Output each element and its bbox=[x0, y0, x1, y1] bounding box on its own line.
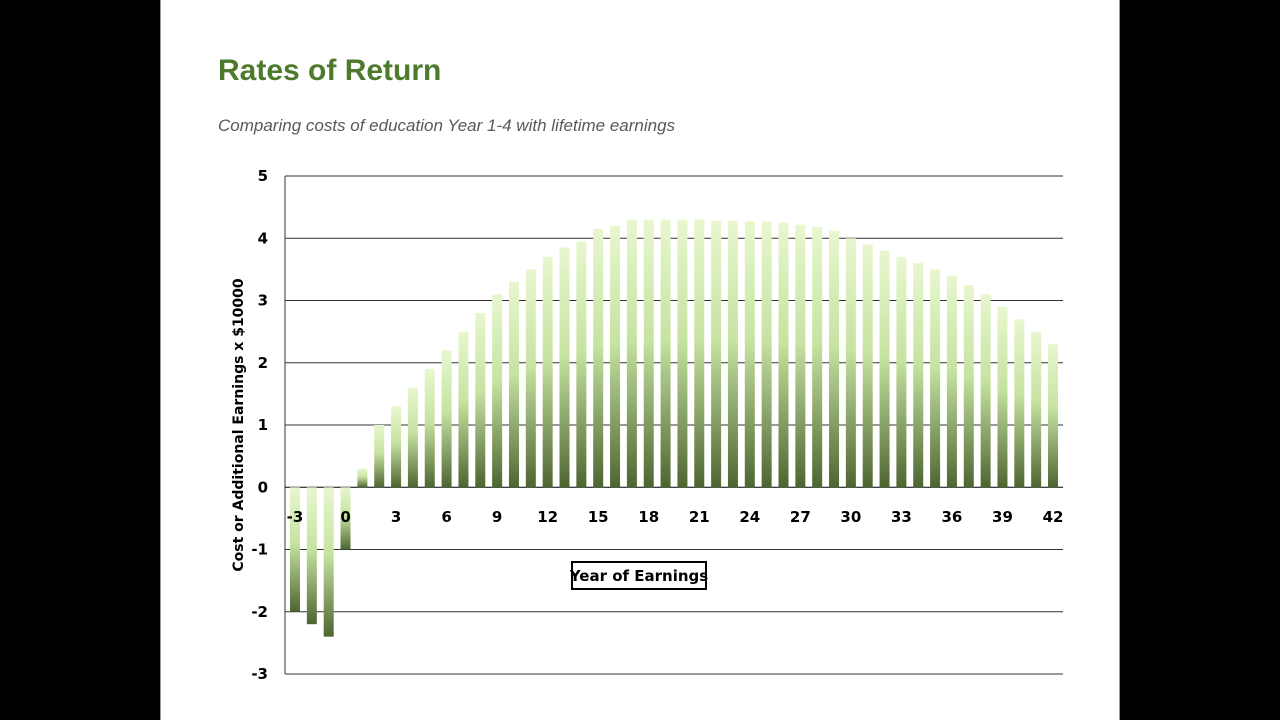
y-tick-label: -2 bbox=[251, 603, 268, 621]
x-tick-label: 15 bbox=[588, 508, 609, 526]
y-tick-label: 3 bbox=[258, 292, 268, 310]
bar bbox=[441, 350, 452, 488]
bar-series bbox=[290, 219, 1058, 637]
y-axis-label: Cost or Additional Earnings x $10000 bbox=[231, 278, 247, 572]
bar bbox=[946, 275, 957, 488]
x-tick-label: 9 bbox=[492, 508, 502, 526]
bar bbox=[879, 250, 890, 488]
y-tick-label: 0 bbox=[258, 478, 268, 496]
x-tick-label: 3 bbox=[391, 508, 401, 526]
bar bbox=[660, 219, 671, 488]
bar bbox=[323, 487, 334, 637]
bar bbox=[930, 269, 941, 488]
bar bbox=[778, 222, 789, 488]
bar bbox=[508, 281, 519, 488]
bar bbox=[980, 294, 991, 488]
bar bbox=[694, 219, 705, 488]
x-tick-label: 42 bbox=[1043, 508, 1064, 526]
x-tick-label: 27 bbox=[790, 508, 811, 526]
x-tick-label: 33 bbox=[891, 508, 912, 526]
x-axis-label-box: Year of Earnings bbox=[569, 561, 708, 590]
y-tick-label: 4 bbox=[258, 229, 268, 247]
slide-subtitle: Comparing costs of education Year 1-4 wi… bbox=[218, 116, 676, 135]
bar bbox=[643, 219, 654, 488]
bar bbox=[845, 238, 856, 488]
slide-title: Rates of Return bbox=[218, 54, 442, 87]
bar bbox=[407, 387, 418, 488]
x-tick-label: -3 bbox=[287, 508, 304, 526]
bar bbox=[525, 269, 536, 488]
bar bbox=[1048, 344, 1058, 488]
bar bbox=[963, 284, 974, 488]
bar bbox=[391, 406, 402, 488]
bar bbox=[711, 220, 722, 488]
bar bbox=[458, 331, 469, 488]
y-axis-ticks: -3 -2 -1 0 1 2 3 4 5 bbox=[251, 167, 268, 683]
bar bbox=[913, 263, 924, 488]
x-axis-ticks: -3 0 3 6 9 12 15 18 21 24 27 30 33 36 39 42 bbox=[287, 508, 1064, 526]
x-tick-label: 12 bbox=[537, 508, 558, 526]
bar bbox=[492, 294, 503, 488]
y-tick-label: 2 bbox=[258, 354, 268, 372]
bar bbox=[862, 244, 873, 488]
bar bbox=[374, 425, 385, 488]
bar bbox=[593, 228, 604, 488]
bar bbox=[677, 219, 688, 488]
x-tick-label: 24 bbox=[739, 508, 760, 526]
bar bbox=[727, 220, 738, 488]
bar bbox=[559, 247, 570, 488]
bar bbox=[340, 487, 351, 550]
bar bbox=[542, 256, 553, 488]
bar bbox=[997, 306, 1008, 488]
bar bbox=[306, 487, 317, 625]
y-tick-label: -3 bbox=[251, 665, 268, 683]
x-tick-label: 30 bbox=[840, 508, 861, 526]
bar bbox=[795, 224, 806, 488]
x-tick-label: 36 bbox=[941, 508, 962, 526]
x-tick-label: 6 bbox=[441, 508, 451, 526]
gridlines bbox=[284, 175, 1063, 675]
bar bbox=[290, 487, 300, 612]
bar bbox=[812, 227, 823, 488]
y-tick-label: 1 bbox=[258, 416, 268, 434]
bar bbox=[761, 221, 772, 488]
bar bbox=[610, 225, 621, 488]
bar bbox=[744, 221, 755, 488]
bar bbox=[576, 241, 587, 488]
bar bbox=[896, 256, 907, 488]
x-axis-label: Year of Earnings bbox=[569, 567, 708, 585]
bar bbox=[626, 219, 637, 488]
x-tick-label: 0 bbox=[340, 508, 350, 526]
x-tick-label: 18 bbox=[638, 508, 659, 526]
y-tick-label: 5 bbox=[258, 167, 268, 185]
bar bbox=[1014, 319, 1025, 488]
bar bbox=[1031, 331, 1042, 488]
bar bbox=[424, 368, 435, 488]
slide: Rates of Return Comparing costs of educa… bbox=[160, 0, 1120, 720]
bar bbox=[475, 312, 486, 488]
x-tick-label: 21 bbox=[689, 508, 710, 526]
x-tick-label: 39 bbox=[992, 508, 1013, 526]
y-tick-label: -1 bbox=[251, 541, 268, 559]
bar bbox=[357, 468, 368, 488]
bar bbox=[829, 230, 840, 488]
